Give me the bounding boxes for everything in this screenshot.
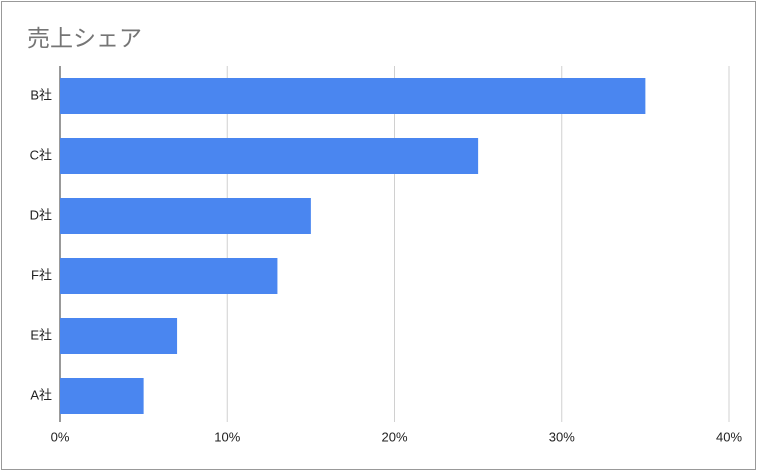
y-tick-label: D社 bbox=[30, 207, 52, 222]
bar bbox=[60, 378, 144, 414]
bar bbox=[60, 318, 178, 354]
y-tick-label: E社 bbox=[30, 327, 52, 342]
y-tick-label: A社 bbox=[30, 387, 52, 402]
chart-title: 売上シェア bbox=[27, 25, 142, 51]
x-tick-label: 10% bbox=[214, 429, 240, 444]
y-tick-label: F社 bbox=[31, 267, 52, 282]
bar bbox=[60, 258, 278, 294]
x-tick-label: 0% bbox=[51, 429, 70, 444]
x-tick-label: 40% bbox=[716, 429, 742, 444]
bar bbox=[60, 138, 479, 174]
bar bbox=[60, 198, 311, 234]
y-tick-label: B社 bbox=[30, 87, 52, 102]
y-tick-label: C社 bbox=[30, 147, 52, 162]
bar bbox=[60, 78, 646, 114]
x-tick-label: 20% bbox=[381, 429, 407, 444]
x-tick-label: 30% bbox=[549, 429, 575, 444]
